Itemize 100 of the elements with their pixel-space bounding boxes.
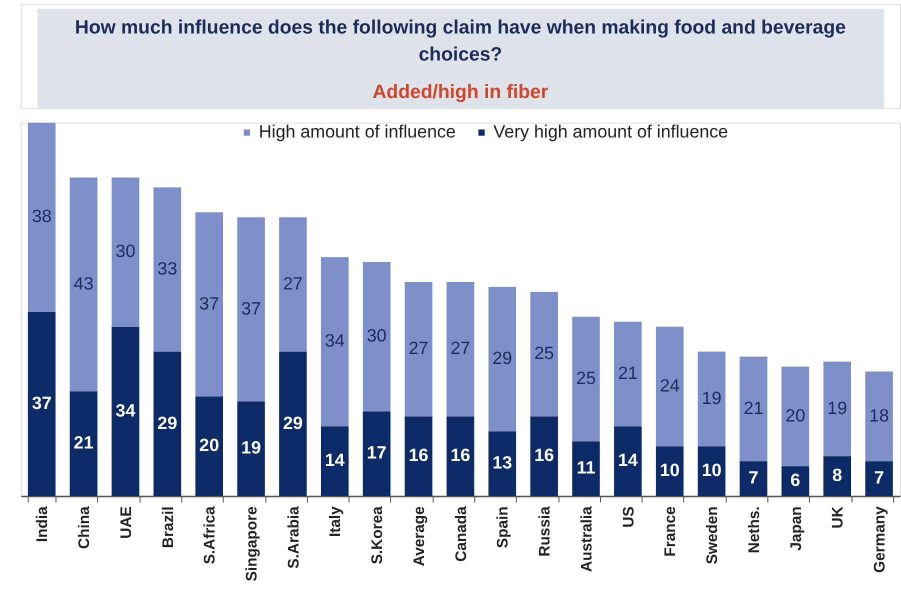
bar [279,217,307,352]
x-tick-label: Neths. [746,506,763,554]
bar [614,322,642,426]
data-label: 10 [660,460,680,480]
data-label: 7 [874,468,884,488]
x-tick-label: France [662,506,680,557]
data-label: 25 [576,368,596,388]
bar [782,366,810,466]
data-label: 24 [660,375,680,396]
bar [614,426,642,496]
x-tick-label: Australia [578,506,596,572]
data-label: 43 [74,273,94,294]
x-tick-label: Germany [872,506,889,573]
data-label: 21 [744,398,764,418]
data-label: 29 [492,348,512,368]
bar [865,372,893,462]
data-label: 20 [199,435,220,456]
data-label: 6 [790,470,800,490]
data-label: 8 [832,465,842,486]
data-label: 19 [702,388,722,408]
bar [446,282,474,416]
bar [320,426,349,496]
data-label: 19 [827,398,848,418]
bar [488,431,516,496]
bar [740,356,768,462]
bar [782,466,810,496]
bar [823,456,852,496]
bar [70,391,98,496]
data-label: 34 [116,400,136,420]
data-label: 34 [324,330,345,351]
bar [195,212,224,396]
bar [698,446,726,496]
data-label: 14 [618,450,638,470]
x-tick-label: US [620,506,638,528]
x-tick-label: China [76,506,94,549]
x-tick-label: Sweden [704,506,722,564]
data-label: 30 [116,241,136,262]
bar [446,416,474,496]
legend-label: Very high amount of influence [493,122,728,142]
bar [572,316,600,442]
bar [320,257,349,426]
chart-title: How much influence does the following claim have when making food and beverage choices? [74,18,846,66]
bar [28,122,56,312]
data-label: 21 [618,362,638,383]
data-label: 27 [408,338,429,358]
data-label: 21 [74,432,94,453]
bar [70,177,98,392]
bar [154,187,182,352]
data-label: 37 [32,392,52,413]
data-label: 27 [450,338,470,358]
data-label: 25 [534,343,554,364]
bar [656,446,684,496]
legend-label: High amount of influence [258,122,456,142]
bar [404,282,432,416]
bar [740,461,768,496]
bar [530,292,558,416]
x-tick-label: Brazil [160,506,177,548]
data-label: 29 [283,412,303,433]
bar [530,416,558,496]
bar [362,411,390,496]
bar [572,441,600,496]
data-label: 37 [199,293,220,314]
x-tick-label: Canada [452,506,470,562]
bar [112,326,140,496]
chart-subtitle: Added/high in fiber [372,82,549,103]
x-tick-label: Singapore [244,506,261,582]
bar [237,217,265,402]
data-label: 37 [241,298,262,318]
bar [698,352,726,446]
data-label: 30 [366,326,387,346]
x-tick-label: Japan [788,506,805,551]
data-label: 7 [748,468,759,488]
bar [362,262,390,412]
bar [112,177,140,327]
data-label: 11 [576,458,596,478]
x-tick-label: S.Korea [369,506,386,564]
x-tick-label: Russia [536,506,554,557]
data-label: 17 [366,442,387,463]
bar [195,396,224,496]
bar [656,326,684,446]
bar [279,352,307,496]
bar [154,352,182,496]
data-label: 38 [32,206,52,226]
x-tick-label: India [34,506,52,542]
x-tick-label: S.Arabia [285,506,302,569]
x-tick-label: S.Africa [202,506,219,564]
data-label: 16 [450,445,470,466]
data-label: 10 [702,460,722,480]
data-label: 13 [492,452,512,473]
x-tick-label: Italy [327,506,344,538]
data-label: 18 [869,405,890,426]
x-tick-label: Average [410,506,428,566]
bar [823,362,852,456]
x-tick-label: UAE [118,506,135,539]
data-label: 14 [324,450,345,470]
bar [404,416,432,496]
data-label: 16 [534,445,554,466]
x-tick-label: Spain [494,506,512,548]
data-label: 20 [785,405,806,426]
bar [488,286,516,432]
